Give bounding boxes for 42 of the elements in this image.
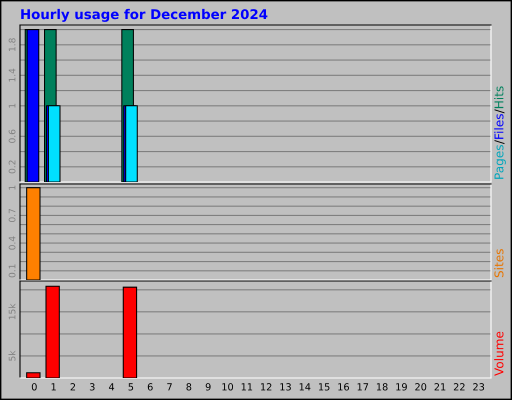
y-tick-label: 0.1 xyxy=(8,264,16,278)
x-tick-label: 6 xyxy=(148,383,153,391)
x-tick-label: 7 xyxy=(167,383,172,390)
y-tick-label: 1.8 xyxy=(8,38,16,51)
y-tick-label: 0.6 xyxy=(8,130,16,143)
y-axis-title: Volume xyxy=(494,332,504,376)
x-tick-label: 8 xyxy=(186,383,192,391)
y-tick-label: 0.2 xyxy=(8,160,16,174)
x-tick-label: 3 xyxy=(90,383,95,391)
bar xyxy=(122,286,138,378)
x-tick-label: 13 xyxy=(280,383,291,391)
x-tick-label: 0 xyxy=(32,383,37,391)
x-tick-label: 1 xyxy=(52,383,56,390)
x-tick-label: 19 xyxy=(396,383,407,391)
bar xyxy=(26,372,41,378)
y-tick-label: 0.4 xyxy=(8,236,16,250)
x-tick-label: 10 xyxy=(222,383,234,391)
x-tick-label: 15 xyxy=(318,383,330,391)
y-tick-label: 1 xyxy=(8,104,16,108)
y-axis-title: Sites xyxy=(494,249,504,278)
x-tick-label: 18 xyxy=(376,383,388,391)
x-tick-label: 22 xyxy=(454,383,465,390)
x-tick-label: 5 xyxy=(128,383,134,391)
x-tick-label: 16 xyxy=(338,383,349,391)
y-tick-label: 0.7 xyxy=(8,208,16,222)
x-tick-label: 21 xyxy=(434,383,446,390)
y-tick-label: 15k xyxy=(8,304,16,320)
y-axis-title: Pages/Files/Hits xyxy=(494,86,506,179)
y-tick-label: 1 xyxy=(8,186,16,190)
x-tick-label: 14 xyxy=(300,383,310,390)
x-tick-label: 17 xyxy=(358,383,368,390)
chart-title: Hourly usage for December 2024 xyxy=(21,8,268,22)
x-tick-label: 2 xyxy=(70,383,76,390)
x-tick-label: 4 xyxy=(108,383,114,390)
y-tick-label: 5k xyxy=(8,350,16,361)
x-tick-label: 20 xyxy=(415,383,426,391)
y-tick-label: 1.4 xyxy=(8,68,16,82)
x-tick-label: 11 xyxy=(242,383,252,390)
x-tick-label: 23 xyxy=(473,383,484,391)
x-tick-label: 9 xyxy=(206,383,211,391)
bar xyxy=(45,286,60,378)
x-tick-label: 12 xyxy=(261,383,272,390)
